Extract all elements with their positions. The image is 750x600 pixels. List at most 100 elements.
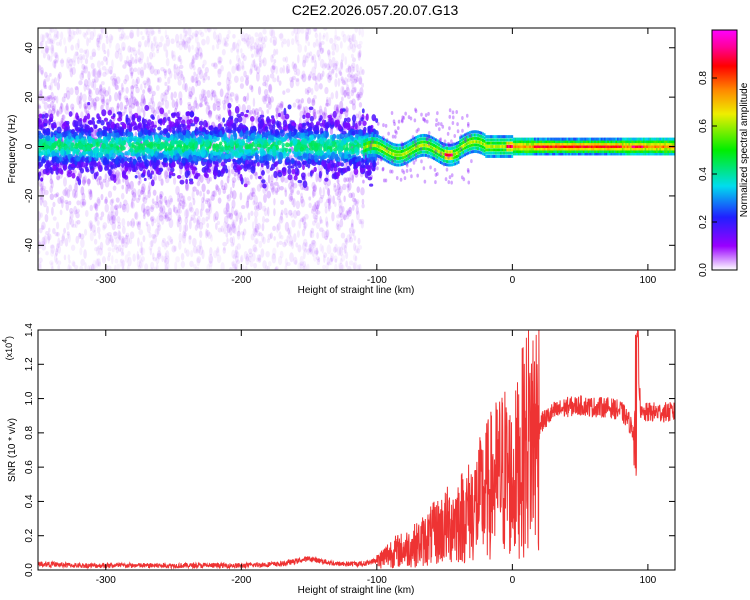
spectrogram-band-cell (264, 126, 269, 133)
spectrogram-noise-cell (109, 235, 114, 244)
spectrogram-noise-cell (358, 28, 361, 36)
spectrogram-noise-cell (181, 199, 186, 205)
spectrogram-noise-cell (132, 221, 136, 227)
spectrogram-noise-cell (208, 253, 213, 264)
spectrogram-noise-cell (259, 43, 264, 53)
spectrogram-noise-cell (132, 49, 138, 56)
spectrogram-noise-cell (332, 195, 335, 205)
spectrogram-noise-cell (78, 80, 83, 86)
spectrogram-noise-cell (222, 37, 227, 47)
spectrogram-noise-cell (214, 211, 219, 221)
spectrogram-noise-cell (165, 250, 170, 260)
spectrogram-noise-cell (117, 90, 122, 101)
spectrogram-noise-cell (73, 54, 77, 63)
spectrogram-signal-cell (399, 163, 401, 167)
spectrogram-noise-cell (358, 77, 363, 85)
spectrogram-noise-cell (289, 79, 294, 89)
spectrogram-noise-cell (355, 113, 359, 119)
spectrogram-band-cell (300, 129, 305, 133)
spectrogram-noise-cell (129, 220, 133, 227)
spectrogram-signal-cell (387, 150, 390, 154)
spectrogram-band-cell (237, 159, 243, 164)
spectrogram-noise-cell (273, 182, 276, 192)
spectrogram-noise-cell (291, 38, 295, 46)
spectrogram-noise-cell (289, 184, 295, 194)
spectrogram-band-cell (115, 137, 119, 144)
spectrogram-band-cell (337, 167, 342, 172)
spectrogram-band-cell (293, 145, 299, 152)
spectrogram-noise-cell (225, 92, 229, 99)
spectrogram-noise-cell (171, 49, 174, 59)
spectrogram-noise-cell (297, 54, 300, 64)
spectrogram-band-cell (102, 157, 108, 165)
spectrogram-noise-cell (130, 85, 135, 90)
spectrogram-noise-cell (55, 41, 61, 46)
spectrogram-noise-cell (279, 250, 284, 259)
spectrogram-noise-cell (165, 49, 169, 59)
spectrogram-noise-cell (104, 203, 109, 213)
spectrogram-noise-cell (337, 77, 341, 87)
spectrogram-noise-cell (96, 45, 101, 51)
spectrogram-signal-cell (371, 133, 374, 137)
spectrogram-band-cell (95, 171, 99, 177)
spectrogram-noise-cell (284, 221, 290, 232)
spectrogram-band-cell (144, 159, 150, 168)
spectrogram-noise-cell (311, 239, 317, 249)
spectrogram-noise-cell (98, 83, 103, 93)
spectrogram-noise-cell (56, 121, 61, 126)
spectrogram-noise-cell (236, 259, 240, 265)
spectrogram-band-cell (188, 154, 193, 161)
spectrogram-noise-cell (275, 48, 279, 55)
spectrogram-noise-cell (352, 229, 355, 237)
spectrogram-noise-cell (137, 237, 140, 247)
spectrogram-noise-cell (328, 96, 332, 107)
spectrogram-noise-cell (45, 40, 48, 46)
spectrogram-noise-cell (145, 205, 151, 212)
spectrogram-noise-cell (194, 266, 200, 270)
spectrogram-band-cell (251, 125, 257, 130)
spectrogram-noise-cell (239, 75, 245, 83)
spectrogram-noise-cell (102, 96, 106, 107)
spectrogram-noise-cell (126, 55, 129, 64)
spectrogram-noise-cell (329, 128, 334, 136)
spectrogram-band-cell (272, 145, 277, 153)
spectrogram-band-cell (178, 139, 182, 145)
spectrogram-noise-cell (341, 205, 345, 213)
spectrogram-noise-cell (39, 41, 43, 47)
spectrogram-noise-cell (204, 66, 209, 74)
spectrogram-signal-cell (381, 153, 384, 157)
spectrogram-noise-cell (55, 257, 59, 265)
spectrogram-band-cell (100, 119, 105, 126)
spectrogram-noise-cell (341, 80, 346, 86)
spectrogram-noise-cell (66, 57, 71, 63)
spectrogram-noise-cell (83, 228, 88, 236)
spectrogram-noise-cell (60, 102, 64, 113)
spectrogram-noise-cell (226, 210, 231, 219)
spectrogram-noise-cell (102, 71, 107, 77)
spectrogram-noise-cell (241, 264, 245, 270)
spectrogram-noise-cell (226, 194, 230, 200)
spectrogram-noise-cell (81, 201, 86, 206)
spectrogram-noise-cell (217, 32, 222, 43)
spectrogram-noise-cell (210, 194, 215, 201)
spectrogram-signal-cell (374, 150, 377, 154)
spectrogram-noise-cell (237, 224, 241, 233)
spectrogram-noise-cell (140, 241, 143, 248)
spectrogram-noise-cell (114, 91, 119, 102)
spectrogram-noise-cell (339, 246, 344, 257)
spectrogram-noise-cell (98, 34, 102, 45)
spectrogram-band-cell (128, 136, 133, 143)
spectrogram-noise-cell (104, 233, 110, 239)
spectrogram-noise-cell (187, 94, 192, 100)
spectrogram-band-cell (184, 137, 189, 146)
spectrogram-band-cell (244, 149, 250, 154)
spectrogram-noise-cell (181, 204, 184, 210)
spectrogram-noise-cell (346, 73, 352, 78)
spectrogram-noise-cell (194, 53, 199, 61)
spectrogram-noise-cell (355, 206, 359, 215)
spectrogram-band-cell (233, 150, 239, 157)
spectrogram-noise-cell (304, 28, 310, 36)
spectrogram-noise-cell (50, 91, 54, 100)
spectrogram-noise-cell (202, 75, 205, 81)
spectrogram-band-cell (190, 132, 194, 139)
